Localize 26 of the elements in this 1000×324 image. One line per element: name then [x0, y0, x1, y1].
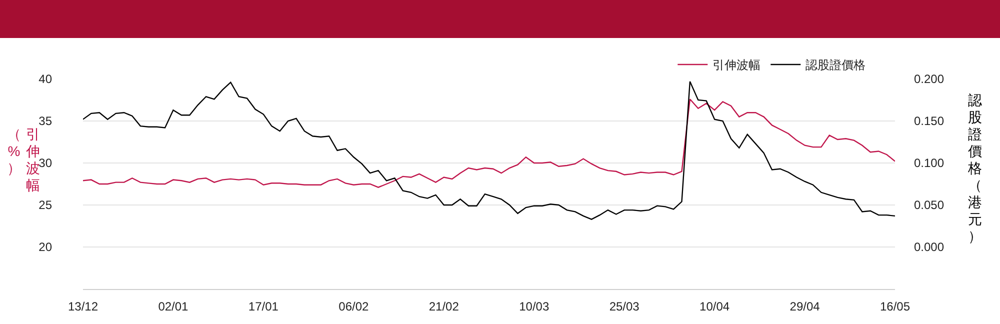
y-tick-label: 35 — [38, 114, 52, 128]
y2-tick-label: 0.150 — [914, 114, 944, 128]
x-tick-label: 06/02 — [338, 299, 370, 314]
x-tick-label: 21/02 — [428, 299, 460, 314]
x-tick-label: 16/05 — [880, 299, 910, 314]
line-series — [83, 98, 895, 188]
y-tick-label: 25 — [38, 198, 52, 212]
y2-tick-label: 0.100 — [914, 156, 944, 170]
y-tick-label: 40 — [38, 72, 52, 86]
y2-tick-label: 0.200 — [914, 72, 944, 86]
x-tick-label: 25/03 — [609, 299, 640, 314]
x-tick-label: 29/04 — [790, 299, 820, 314]
x-tick-label: 10/04 — [700, 299, 730, 314]
y-tick-label: 30 — [38, 156, 52, 170]
x-tick-label: 13/12 — [68, 299, 98, 314]
text: 引伸波幅（%） — [7, 126, 40, 193]
legend-label: 引伸波幅 — [712, 58, 761, 72]
line-series — [83, 80, 895, 220]
x-tick-label: 10/03 — [519, 299, 550, 314]
text: 認股證價格（港元） — [968, 92, 982, 244]
y-tick-label: 20 — [38, 240, 52, 254]
x-tick-label: 17/01 — [248, 299, 279, 314]
x-tick-label: 02/01 — [158, 299, 189, 314]
y2-tick-label: 0.050 — [914, 198, 944, 212]
legend-label: 認股證價格 — [806, 58, 866, 72]
y2-tick-label: 0.000 — [914, 240, 944, 254]
